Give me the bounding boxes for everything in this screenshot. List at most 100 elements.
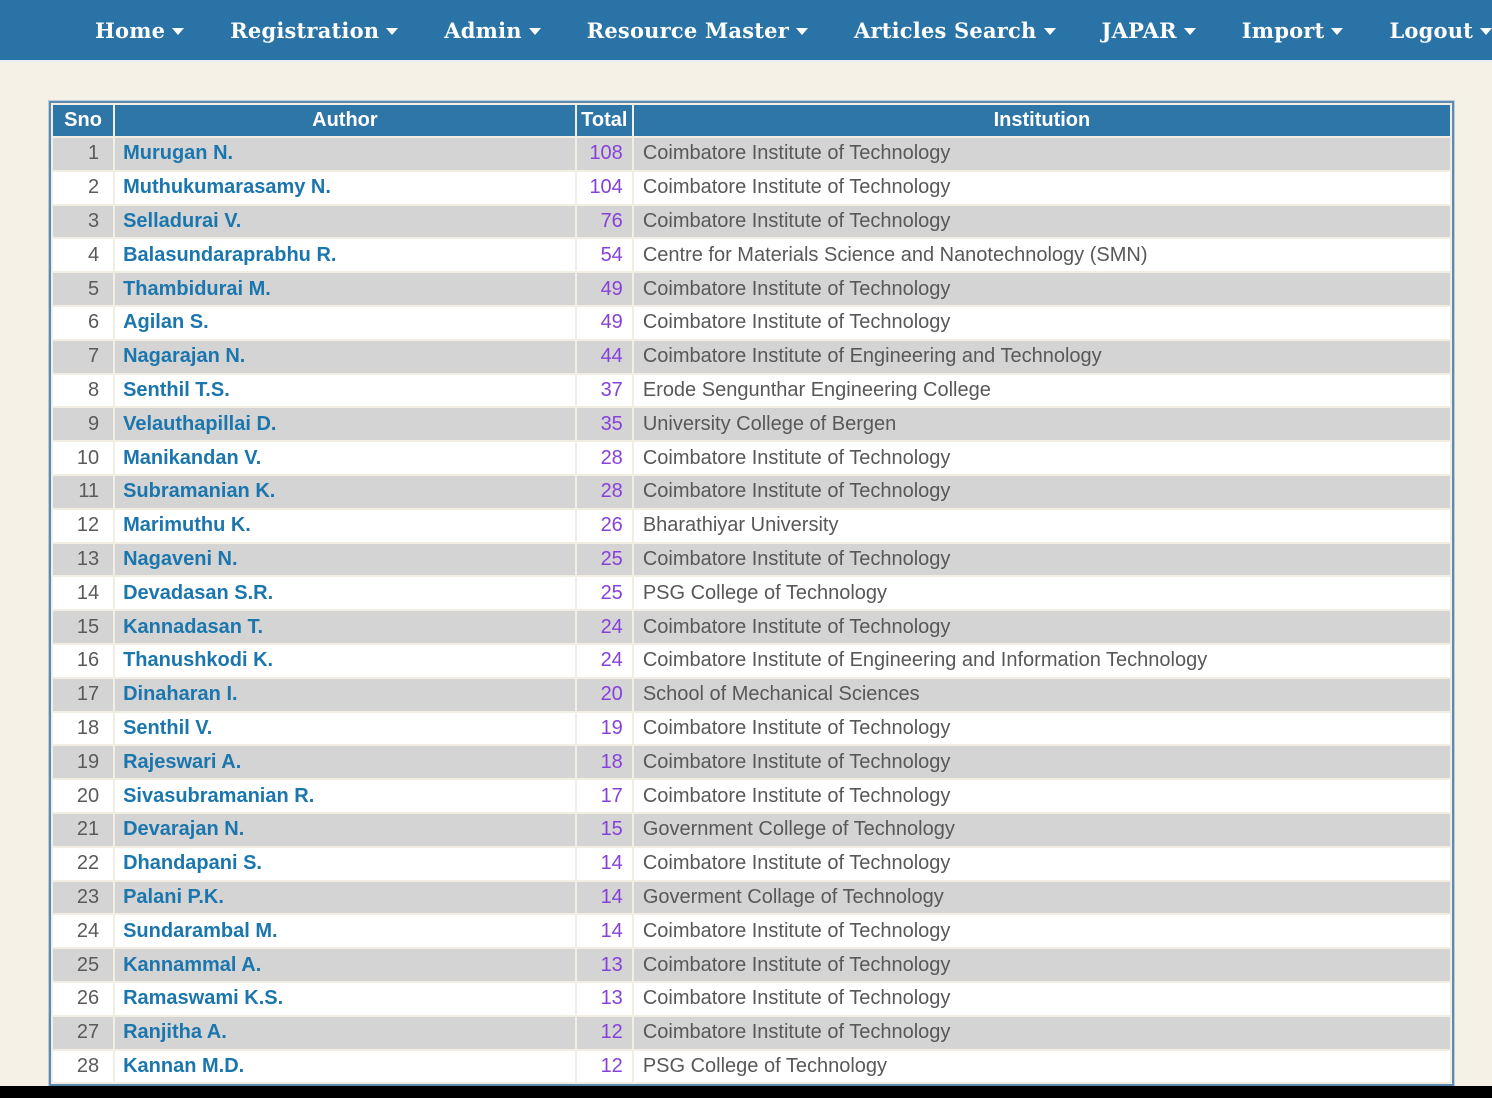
author-link[interactable]: Devadasan S.R. [115, 577, 575, 610]
author-link[interactable]: Palani P.K. [115, 881, 575, 914]
total-link[interactable]: 28 [576, 475, 632, 508]
institution-cell: Coimbatore Institute of Technology [633, 847, 1450, 880]
total-link[interactable]: 24 [576, 611, 632, 643]
author-link[interactable]: Selladurai V. [115, 205, 575, 238]
institution-cell: Centre for Materials Science and Nanotec… [633, 239, 1450, 272]
total-link[interactable]: 28 [576, 442, 632, 474]
table-header-row: Sno Author Total Institution [53, 105, 1450, 136]
total-link[interactable]: 17 [576, 780, 632, 812]
nav-item-label: Logout [1389, 17, 1474, 43]
institution-cell: Coimbatore Institute of Technology [633, 1016, 1450, 1049]
total-link[interactable]: 49 [576, 306, 632, 339]
total-link[interactable]: 14 [576, 847, 632, 880]
nav-item-import[interactable]: Import [1242, 18, 1344, 43]
author-link[interactable]: Nagaveni N. [115, 543, 575, 576]
table-row: 22 Dhandapani S. 14 Coimbatore Institute… [53, 847, 1450, 880]
table-row: 13 Nagaveni N. 25 Coimbatore Institute o… [53, 543, 1450, 576]
table-row: 12 Marimuthu K. 26 Bharathiyar Universit… [53, 509, 1450, 542]
nav-item-label: Resource Master [586, 17, 789, 43]
nav-item-label: JAPAR [1101, 17, 1177, 43]
author-link[interactable]: Kannan M.D. [115, 1050, 575, 1083]
institution-cell: Coimbatore Institute of Technology [633, 712, 1450, 745]
nav-item-registration[interactable]: Registration [230, 18, 399, 43]
author-link[interactable]: Thambidurai M. [115, 273, 575, 305]
total-link[interactable]: 104 [576, 171, 632, 204]
dropdown-caret-icon [1480, 28, 1492, 35]
dropdown-caret-icon [795, 28, 808, 35]
sno-cell: 17 [53, 678, 114, 711]
author-link[interactable]: Ranjitha A. [115, 1016, 575, 1049]
total-link[interactable]: 54 [576, 239, 632, 272]
institution-cell: Coimbatore Institute of Technology [633, 273, 1450, 305]
total-link[interactable]: 24 [576, 644, 632, 677]
total-link[interactable]: 14 [576, 915, 632, 948]
total-link[interactable]: 35 [576, 408, 632, 441]
total-link[interactable]: 13 [576, 949, 632, 981]
sno-cell: 28 [53, 1050, 114, 1083]
institution-cell: Coimbatore Institute of Technology [633, 205, 1450, 238]
table-row: 11 Subramanian K. 28 Coimbatore Institut… [53, 475, 1450, 508]
nav-item-articles-search[interactable]: Articles Search [854, 18, 1056, 43]
total-link[interactable]: 37 [576, 374, 632, 407]
sno-cell: 19 [53, 746, 114, 779]
dropdown-caret-icon [1043, 28, 1056, 35]
author-link[interactable]: Kannammal A. [115, 949, 575, 981]
author-link[interactable]: Velauthapillai D. [115, 408, 575, 441]
table-row: 3 Selladurai V. 76 Coimbatore Institute … [53, 205, 1450, 238]
author-link[interactable]: Nagarajan N. [115, 340, 575, 373]
total-link[interactable]: 13 [576, 982, 632, 1015]
total-link[interactable]: 76 [576, 205, 632, 238]
nav-item-admin[interactable]: Admin [444, 17, 541, 43]
author-link[interactable]: Senthil T.S. [115, 374, 575, 407]
institution-cell: Bharathiyar University [633, 509, 1450, 542]
nav-item-label: Admin [444, 17, 522, 43]
author-link[interactable]: Dhandapani S. [115, 847, 575, 880]
author-link[interactable]: Dinaharan I. [115, 678, 575, 711]
author-link[interactable]: Murugan N. [115, 138, 575, 170]
author-link[interactable]: Devarajan N. [115, 813, 575, 846]
total-link[interactable]: 19 [576, 712, 632, 745]
dropdown-caret-icon [172, 28, 185, 35]
total-link[interactable]: 26 [576, 509, 632, 542]
total-link[interactable]: 15 [576, 813, 632, 846]
table-row: 17 Dinaharan I. 20 School of Mechanical … [53, 678, 1450, 711]
nav-item-label: Home [95, 17, 166, 43]
total-link[interactable]: 12 [576, 1050, 632, 1083]
nav-item-logout[interactable]: Logout [1389, 18, 1492, 43]
total-link[interactable]: 20 [576, 678, 632, 711]
author-link[interactable]: Muthukumarasamy N. [115, 171, 575, 204]
author-link[interactable]: Senthil V. [115, 712, 575, 745]
nav-item-japar[interactable]: JAPAR [1102, 18, 1196, 43]
column-header-institution: Institution [633, 105, 1450, 136]
total-link[interactable]: 12 [576, 1016, 632, 1049]
sno-cell: 11 [53, 475, 114, 508]
sno-cell: 2 [53, 171, 114, 204]
author-link[interactable]: Ramaswami K.S. [115, 982, 575, 1015]
table-row: 21 Devarajan N. 15 Government College of… [53, 813, 1450, 846]
total-link[interactable]: 18 [576, 746, 632, 779]
author-link[interactable]: Rajeswari A. [115, 746, 575, 779]
sno-cell: 27 [53, 1016, 114, 1049]
nav-item-resource-master[interactable]: Resource Master [587, 18, 808, 43]
total-link[interactable]: 25 [576, 577, 632, 610]
author-link[interactable]: Agilan S. [115, 306, 575, 339]
author-link[interactable]: Sivasubramanian R. [115, 780, 575, 812]
nav-item-home[interactable]: Home [95, 17, 185, 43]
author-link[interactable]: Kannadasan T. [115, 611, 575, 643]
institution-cell: Coimbatore Institute of Technology [633, 915, 1450, 948]
total-link[interactable]: 44 [576, 340, 632, 373]
author-link[interactable]: Sundarambal M. [115, 915, 575, 948]
total-link[interactable]: 49 [576, 273, 632, 305]
institution-cell: Coimbatore Institute of Technology [633, 171, 1450, 204]
institution-cell: Coimbatore Institute of Engineering and … [633, 644, 1450, 677]
total-link[interactable]: 25 [576, 543, 632, 576]
author-link[interactable]: Marimuthu K. [115, 509, 575, 542]
author-link[interactable]: Manikandan V. [115, 442, 575, 474]
institution-cell: Coimbatore Institute of Technology [633, 138, 1450, 170]
total-link[interactable]: 108 [576, 138, 632, 170]
author-link[interactable]: Balasundaraprabhu R. [115, 239, 575, 272]
author-link[interactable]: Subramanian K. [115, 475, 575, 508]
author-link[interactable]: Thanushkodi K. [115, 644, 575, 677]
total-link[interactable]: 14 [576, 881, 632, 914]
institution-cell: Government College of Technology [633, 813, 1450, 846]
